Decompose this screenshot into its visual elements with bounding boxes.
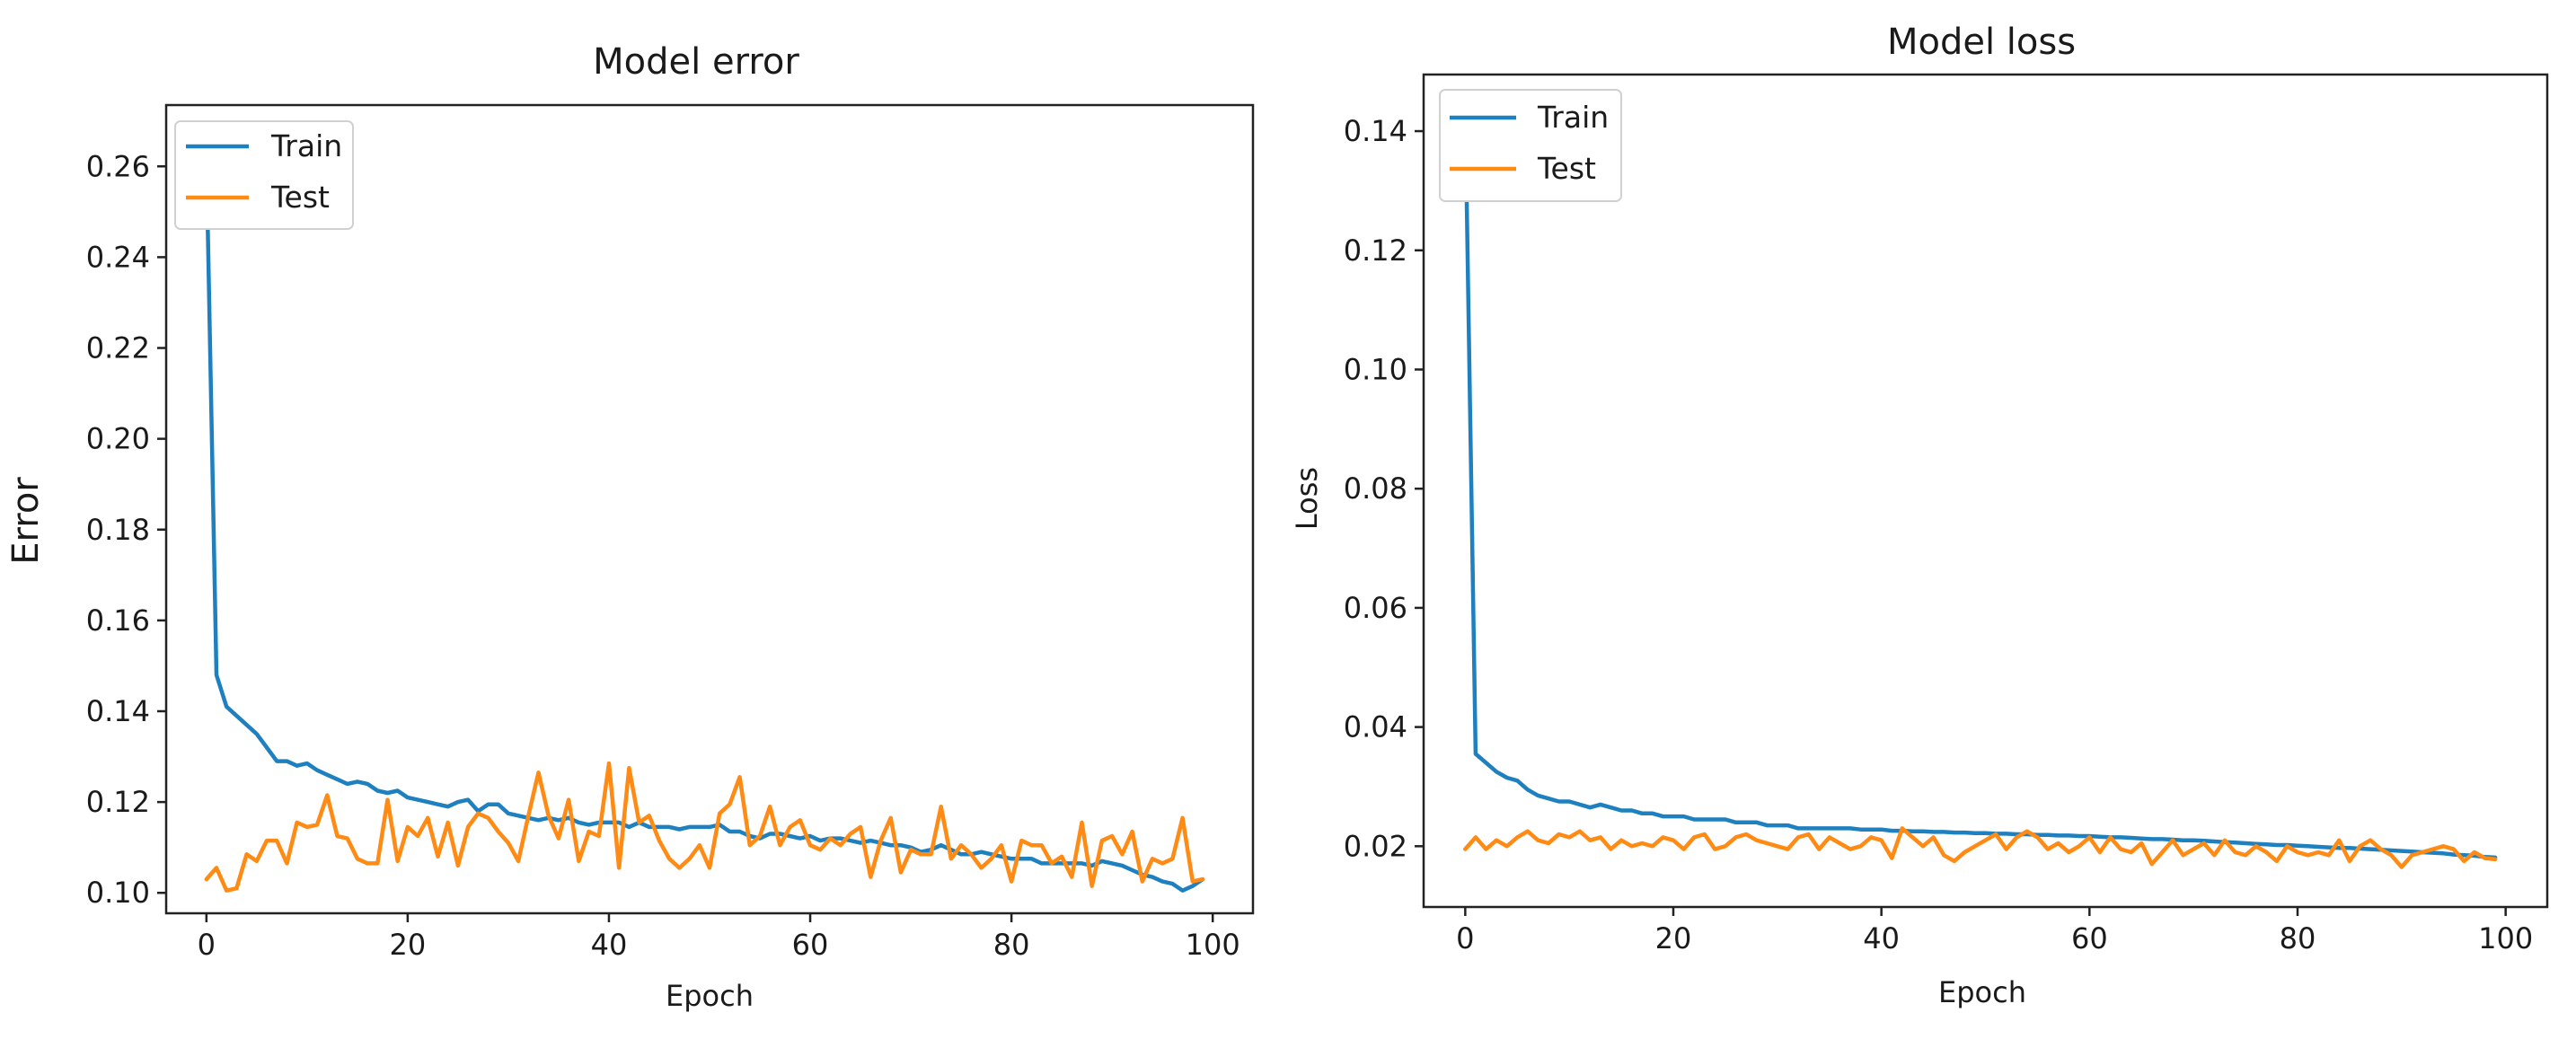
- legend: Train Test: [1439, 89, 1622, 202]
- series-line-test: [204, 761, 1205, 893]
- y-tick-label: 0.24: [86, 240, 150, 274]
- series-lines: [204, 154, 1205, 893]
- x-tick-label: 40: [591, 928, 628, 962]
- x-tick-label: 80: [2280, 921, 2316, 955]
- y-tick-label: 0.26: [86, 149, 150, 183]
- y-axis: 0.02 0.04 0.06 0.08 0.10 0.12 0.14: [1344, 114, 1424, 863]
- y-tick-label: 0.14: [86, 694, 150, 728]
- plot-frame: [164, 103, 1255, 915]
- series-line-train: [1463, 105, 2498, 860]
- x-tick-label: 0: [1456, 921, 1474, 955]
- x-axis-label: Epoch: [1938, 975, 2026, 1009]
- y-tick-label: 0.02: [1344, 829, 1407, 863]
- y-tick-label: 0.12: [1344, 233, 1407, 268]
- chart-title: Model error: [593, 41, 799, 83]
- legend-label-test: Test: [1537, 151, 1596, 186]
- x-axis: 0 20 40 60 80 100: [198, 913, 1240, 962]
- chart-title: Model loss: [1887, 22, 2076, 63]
- x-tick-label: 40: [1863, 921, 1900, 955]
- x-tick-label: 100: [1186, 928, 1240, 962]
- plot-frame: [1422, 73, 2549, 909]
- y-tick-label: 0.14: [1344, 114, 1407, 148]
- x-tick-label: 80: [993, 928, 1030, 962]
- x-tick-label: 20: [390, 928, 427, 962]
- legend: Train Test: [174, 120, 354, 230]
- y-tick-label: 0.12: [86, 785, 150, 819]
- x-tick-label: 60: [2071, 921, 2108, 955]
- y-tick-label: 0.08: [1344, 471, 1407, 506]
- legend-label-train: Train: [1537, 100, 1609, 135]
- y-tick-label: 0.18: [86, 513, 150, 547]
- y-tick-label: 0.22: [86, 331, 150, 365]
- y-tick-label: 0.10: [86, 876, 150, 910]
- x-tick-label: 60: [792, 928, 829, 962]
- series-line-test: [1463, 826, 2498, 869]
- x-axis: 0 20 40 60 80 100: [1456, 907, 2533, 955]
- x-tick-label: 0: [198, 928, 216, 962]
- series-line-train: [204, 154, 1205, 893]
- y-axis-label: Error: [5, 477, 47, 565]
- x-tick-label: 20: [1655, 921, 1692, 955]
- series-lines: [1463, 105, 2498, 869]
- y-axis: 0.10 0.12 0.14 0.16 0.18 0.20 0.22 0.24 0.26: [86, 149, 166, 910]
- y-tick-label: 0.16: [86, 603, 150, 638]
- x-tick-label: 100: [2478, 921, 2533, 955]
- y-tick-label: 0.04: [1344, 710, 1407, 744]
- chart-model-error: Model error 0 20 40 60 80 100 0.100.120.140.1…: [5, 41, 1255, 1013]
- chart-model-loss: Model loss 0 20 40 60 80 100 0.02 0.04 0.06 0.08…: [1290, 22, 2549, 1009]
- y-axis-label: Loss: [1290, 467, 1324, 530]
- y-tick-label: 0.20: [86, 422, 150, 456]
- legend-label-test: Test: [270, 180, 330, 215]
- legend-label-train: Train: [270, 128, 342, 163]
- y-tick-label: 0.06: [1344, 591, 1407, 625]
- x-axis-label: Epoch: [666, 979, 754, 1013]
- y-tick-label: 0.10: [1344, 352, 1407, 386]
